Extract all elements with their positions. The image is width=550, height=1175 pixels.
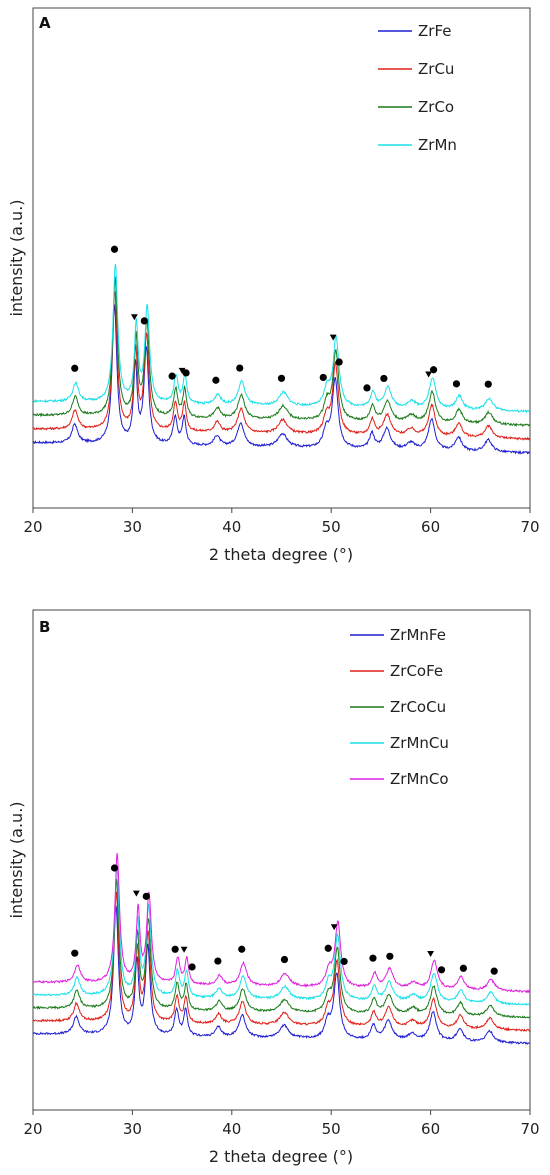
phase-marker-circle <box>452 380 461 388</box>
phase-marker-circle <box>171 945 179 953</box>
legend: ZrFe ZrCu ZrCo ZrMn <box>378 22 457 154</box>
legend-label: ZrFe <box>418 22 451 40</box>
phase-marker-triangle <box>425 371 433 378</box>
phase-marker-circle <box>71 364 79 372</box>
series-layer <box>32 263 531 455</box>
phase-marker-circle <box>369 954 377 962</box>
phase-marker-circle <box>110 245 119 253</box>
x-axis-title: 2 theta degree (°) <box>209 1147 353 1166</box>
phase-marker-circle <box>363 384 371 392</box>
series-layer <box>32 852 531 1045</box>
phase-marker-triangle <box>330 924 338 931</box>
x-tick-label: 50 <box>322 518 341 536</box>
marker-layer <box>71 245 492 392</box>
phase-marker-circle <box>386 952 394 960</box>
panel-label: A <box>39 14 51 32</box>
x-tick-label: 20 <box>23 518 42 536</box>
phase-marker-triangle <box>178 367 186 374</box>
phase-marker-circle <box>168 372 176 380</box>
phase-marker-circle <box>380 374 388 383</box>
legend-label: ZrCoCu <box>390 698 446 716</box>
legend-label: ZrCoFe <box>390 662 443 680</box>
x-tick-label: 40 <box>222 1120 241 1138</box>
series-line-zrmnfe <box>32 905 530 1045</box>
phase-marker-circle <box>214 957 222 965</box>
series-line-zrco <box>32 276 530 428</box>
legend-label: ZrCo <box>418 98 454 116</box>
x-tick-layer: 20 30 40 50 60 70 <box>23 508 540 536</box>
y-axis-title: intensity (a.u.) <box>7 801 26 918</box>
series-line-zrmnco <box>32 852 531 994</box>
series-line-zrcu <box>32 290 531 441</box>
legend-label: ZrMnFe <box>390 626 446 644</box>
phase-marker-triangle <box>132 890 140 897</box>
legend: ZrMnFe ZrCoFe ZrCoCu ZrMnCu ZrMnCo <box>350 626 449 788</box>
phase-marker-circle <box>335 358 343 366</box>
x-tick-label: 20 <box>23 1120 42 1138</box>
x-axis-title: 2 theta degree (°) <box>209 545 353 564</box>
legend-label: ZrMn <box>418 136 457 154</box>
phase-marker-circle <box>212 376 220 384</box>
phase-marker-circle <box>142 892 150 900</box>
legend-label: ZrMnCu <box>390 734 449 752</box>
phase-marker-circle <box>437 966 446 974</box>
panel-b: B 20 30 40 50 60 70 ZrMnFeZrCoFeZrCoCuZrMnCuZ… <box>7 609 540 1166</box>
panel-label: B <box>39 618 50 636</box>
x-tick-label: 70 <box>520 1120 539 1138</box>
x-tick-label: 60 <box>421 518 440 536</box>
phase-marker-circle <box>236 364 244 372</box>
phase-marker-circle <box>340 957 348 966</box>
phase-marker-circle <box>238 945 246 953</box>
phase-marker-circle <box>110 864 119 872</box>
phase-marker-circle <box>188 963 196 971</box>
series-line-zrfe <box>33 304 531 455</box>
marker-layer <box>71 864 498 975</box>
y-axis-title: intensity (a.u.) <box>7 199 26 316</box>
phase-marker-circle <box>277 374 286 382</box>
x-tick-layer: 20 30 40 50 60 70 <box>23 1110 540 1138</box>
x-tick-label: 60 <box>421 1120 440 1138</box>
phase-marker-circle <box>319 373 327 382</box>
phase-marker-circle <box>484 380 492 388</box>
phase-marker-circle <box>140 317 148 325</box>
legend-label: ZrCu <box>418 60 454 78</box>
x-tick-label: 30 <box>123 518 142 536</box>
x-tick-label: 40 <box>222 518 241 536</box>
phase-marker-circle <box>324 944 332 952</box>
plot-frame <box>32 7 531 509</box>
x-tick-label: 30 <box>123 1120 142 1138</box>
panel-a: A 20 30 40 50 60 70 ZrFe ZrCu ZrCo ZrMn 2 theta … <box>7 7 540 564</box>
phase-marker-circle <box>459 964 468 972</box>
phase-marker-circle <box>182 369 190 377</box>
phase-marker-triangle <box>329 334 337 341</box>
x-tick-label: 70 <box>520 518 539 536</box>
x-tick-label: 50 <box>322 1120 341 1138</box>
phase-marker-triangle <box>427 950 434 957</box>
phase-marker-circle <box>280 955 289 964</box>
series-line-zrmn <box>32 263 531 414</box>
legend-label: ZrMnCo <box>390 770 449 788</box>
phase-marker-circle <box>490 967 498 975</box>
phase-marker-triangle <box>180 946 188 953</box>
phase-marker-triangle <box>130 314 138 321</box>
phase-marker-circle <box>71 949 79 957</box>
